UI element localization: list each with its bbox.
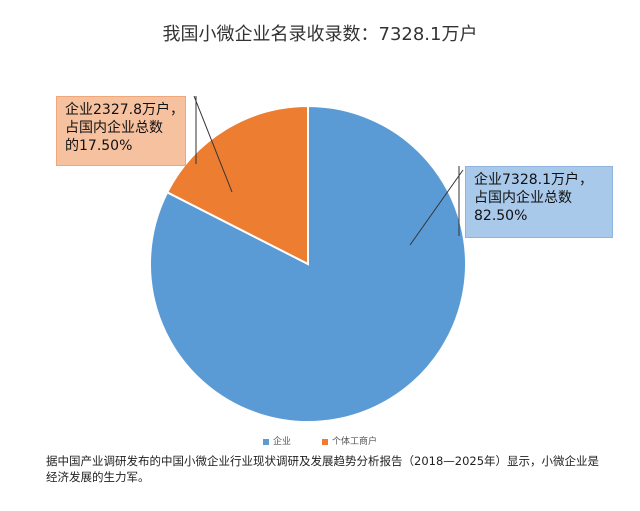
legend: 企业 个体工商户 <box>0 434 640 447</box>
legend-item-enterprise: 企业 <box>263 434 291 447</box>
callout-enterprise-line-2: 占国内企业总数 <box>474 190 572 206</box>
pie-slice-individual <box>165 104 309 266</box>
callout-individual-line-1: 企业2327.8万户， <box>65 102 184 118</box>
legend-item-individual: 个体工商户 <box>321 434 377 447</box>
callout-individual: 企业2327.8万户， 占国内企业总数 的17.50% <box>56 96 186 166</box>
legend-label-individual: 个体工商户 <box>331 437 377 447</box>
legend-swatch-individual <box>321 438 328 445</box>
chart-title: 我国小微企业名录收录数：7328.1万户 <box>162 24 478 45</box>
callout-individual-line-2: 占国内企业总数 <box>65 120 163 136</box>
leader-line-enterprise <box>409 169 464 246</box>
callout-individual-line-3: 的17.50% <box>65 138 133 154</box>
legend-swatch-enterprise <box>263 438 270 445</box>
caption-text: 据中国产业调研发布的中国小微企业行业现状调研及发展趋势分析报告（2018—202… <box>46 454 600 484</box>
callout-enterprise: 企业7328.1万户， 占国内企业总数 82.50% <box>465 166 613 238</box>
callout-enterprise-line-1: 企业7328.1万户， <box>474 172 593 188</box>
callout-enterprise-line-3: 82.50% <box>474 208 528 224</box>
legend-label-enterprise: 企业 <box>273 437 292 447</box>
leader-line-individual <box>193 95 233 193</box>
